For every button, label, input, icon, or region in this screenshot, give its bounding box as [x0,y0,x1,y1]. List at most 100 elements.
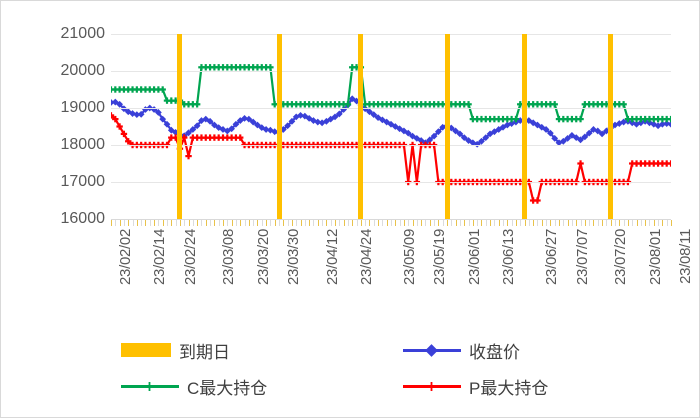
x-minor-tick [571,220,573,226]
x-minor-tick [546,220,548,226]
x-minor-tick [615,220,616,226]
x-minor-tick [356,220,358,226]
call-oi-swatch-icon [121,379,179,393]
legend-item-call-oi[interactable]: C最大持仓 [121,371,267,401]
x-minor-tick [584,220,586,226]
x-minor-tick [623,220,625,226]
x-minor-tick [645,220,647,226]
x-minor-tick [145,220,147,226]
x-minor-tick [602,220,604,226]
x-minor-tick [136,220,138,226]
x-minor-tick [132,220,134,226]
legend-label-expiry: 到期日 [179,342,230,362]
x-tick-label: 23/07/20 [612,229,630,285]
x-minor-tick [279,220,280,226]
x-minor-tick [408,220,410,226]
x-minor-tick [610,220,612,226]
x-minor-tick [111,220,112,226]
x-minor-tick [128,220,130,226]
x-tick-label: 23/06/01 [465,229,483,285]
plot-area [111,34,671,220]
x-tick-label: 23/02/14 [151,229,169,285]
x-minor-tick [442,220,444,226]
x-minor-tick [205,220,207,226]
legend-item-expiry[interactable]: 到期日 [121,335,230,365]
x-minor-tick [425,220,427,226]
expiry-date-bar [177,34,183,219]
gridline [111,182,671,183]
x-minor-tick [464,220,466,226]
x-minor-tick [261,220,263,226]
x-minor-tick [162,220,164,226]
x-minor-tick [304,220,306,226]
x-minor-tick [416,220,418,226]
x-minor-tick [330,220,332,226]
x-minor-tick [447,220,448,226]
x-minor-tick [123,220,125,226]
expiry-date-bar [358,34,364,219]
x-tick-label: 23/05/19 [431,229,449,285]
x-tick-label: 23/03/30 [285,229,302,285]
x-minor-tick [498,220,500,226]
x-minor-tick [666,220,668,226]
x-minor-tick [235,220,237,226]
x-minor-tick [197,220,199,226]
x-axis-tick-band [111,220,672,226]
x-minor-tick [283,220,285,226]
x-minor-tick [438,220,440,226]
x-minor-tick [451,220,453,226]
x-tick-label: 23/03/08 [220,229,238,285]
x-minor-tick [533,220,535,226]
x-minor-tick [184,220,186,226]
x-minor-tick [554,220,556,226]
legend-item-put-oi[interactable]: P最大持仓 [403,371,548,401]
gridline [111,108,671,109]
x-minor-tick [149,220,151,226]
x-minor-tick [201,220,203,226]
x-minor-tick [550,220,552,226]
x-minor-tick [347,220,349,226]
put-oi-swatch-icon [403,379,461,393]
x-minor-tick [378,220,380,226]
x-minor-tick [365,220,367,226]
x-minor-tick [520,220,522,226]
x-minor-tick [580,220,582,226]
x-minor-tick [369,220,371,226]
x-minor-tick [322,220,324,226]
x-minor-tick [266,220,268,226]
x-minor-tick [559,220,560,226]
x-minor-tick [309,220,311,226]
legend-label-put-oi: P最大持仓 [469,378,549,398]
legend-item-close-price[interactable]: 收盘价 [403,335,520,365]
x-minor-tick [627,220,629,226]
x-minor-tick [167,220,168,226]
x-minor-tick [300,220,302,226]
x-minor-tick [158,220,160,226]
x-axis-line [111,219,671,220]
x-minor-tick [524,220,526,226]
x-minor-tick [515,220,517,226]
x-minor-tick [649,220,651,226]
x-minor-tick [658,220,660,226]
x-minor-tick [403,220,405,226]
x-minor-tick [485,220,487,226]
x-minor-tick [382,220,384,226]
x-minor-tick [291,220,293,226]
y-tick-label: 19000 [60,99,106,116]
x-minor-tick [468,220,470,226]
x-minor-tick [244,220,246,226]
x-minor-tick [253,220,255,226]
x-minor-tick [593,220,595,226]
gridline [111,71,671,72]
y-tick-label: 17000 [60,173,106,190]
x-minor-tick [567,220,569,226]
x-minor-tick [154,220,156,226]
x-minor-tick [171,220,173,226]
x-minor-tick [257,220,259,226]
x-minor-tick [352,220,354,226]
x-minor-tick [335,220,336,226]
x-minor-tick [360,220,362,226]
x-minor-tick [214,220,216,226]
x-tick-label: 23/06/13 [500,229,518,285]
